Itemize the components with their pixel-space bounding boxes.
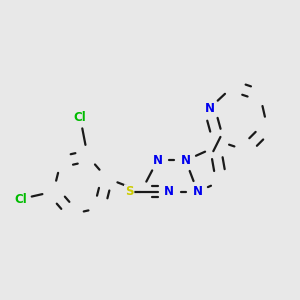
Text: N: N bbox=[152, 154, 162, 167]
Text: N: N bbox=[164, 185, 174, 198]
Text: N: N bbox=[181, 154, 191, 167]
Text: Cl: Cl bbox=[14, 193, 27, 206]
Text: Cl: Cl bbox=[74, 111, 86, 124]
Text: N: N bbox=[204, 102, 214, 115]
Text: S: S bbox=[125, 185, 134, 198]
Text: N: N bbox=[193, 185, 202, 198]
